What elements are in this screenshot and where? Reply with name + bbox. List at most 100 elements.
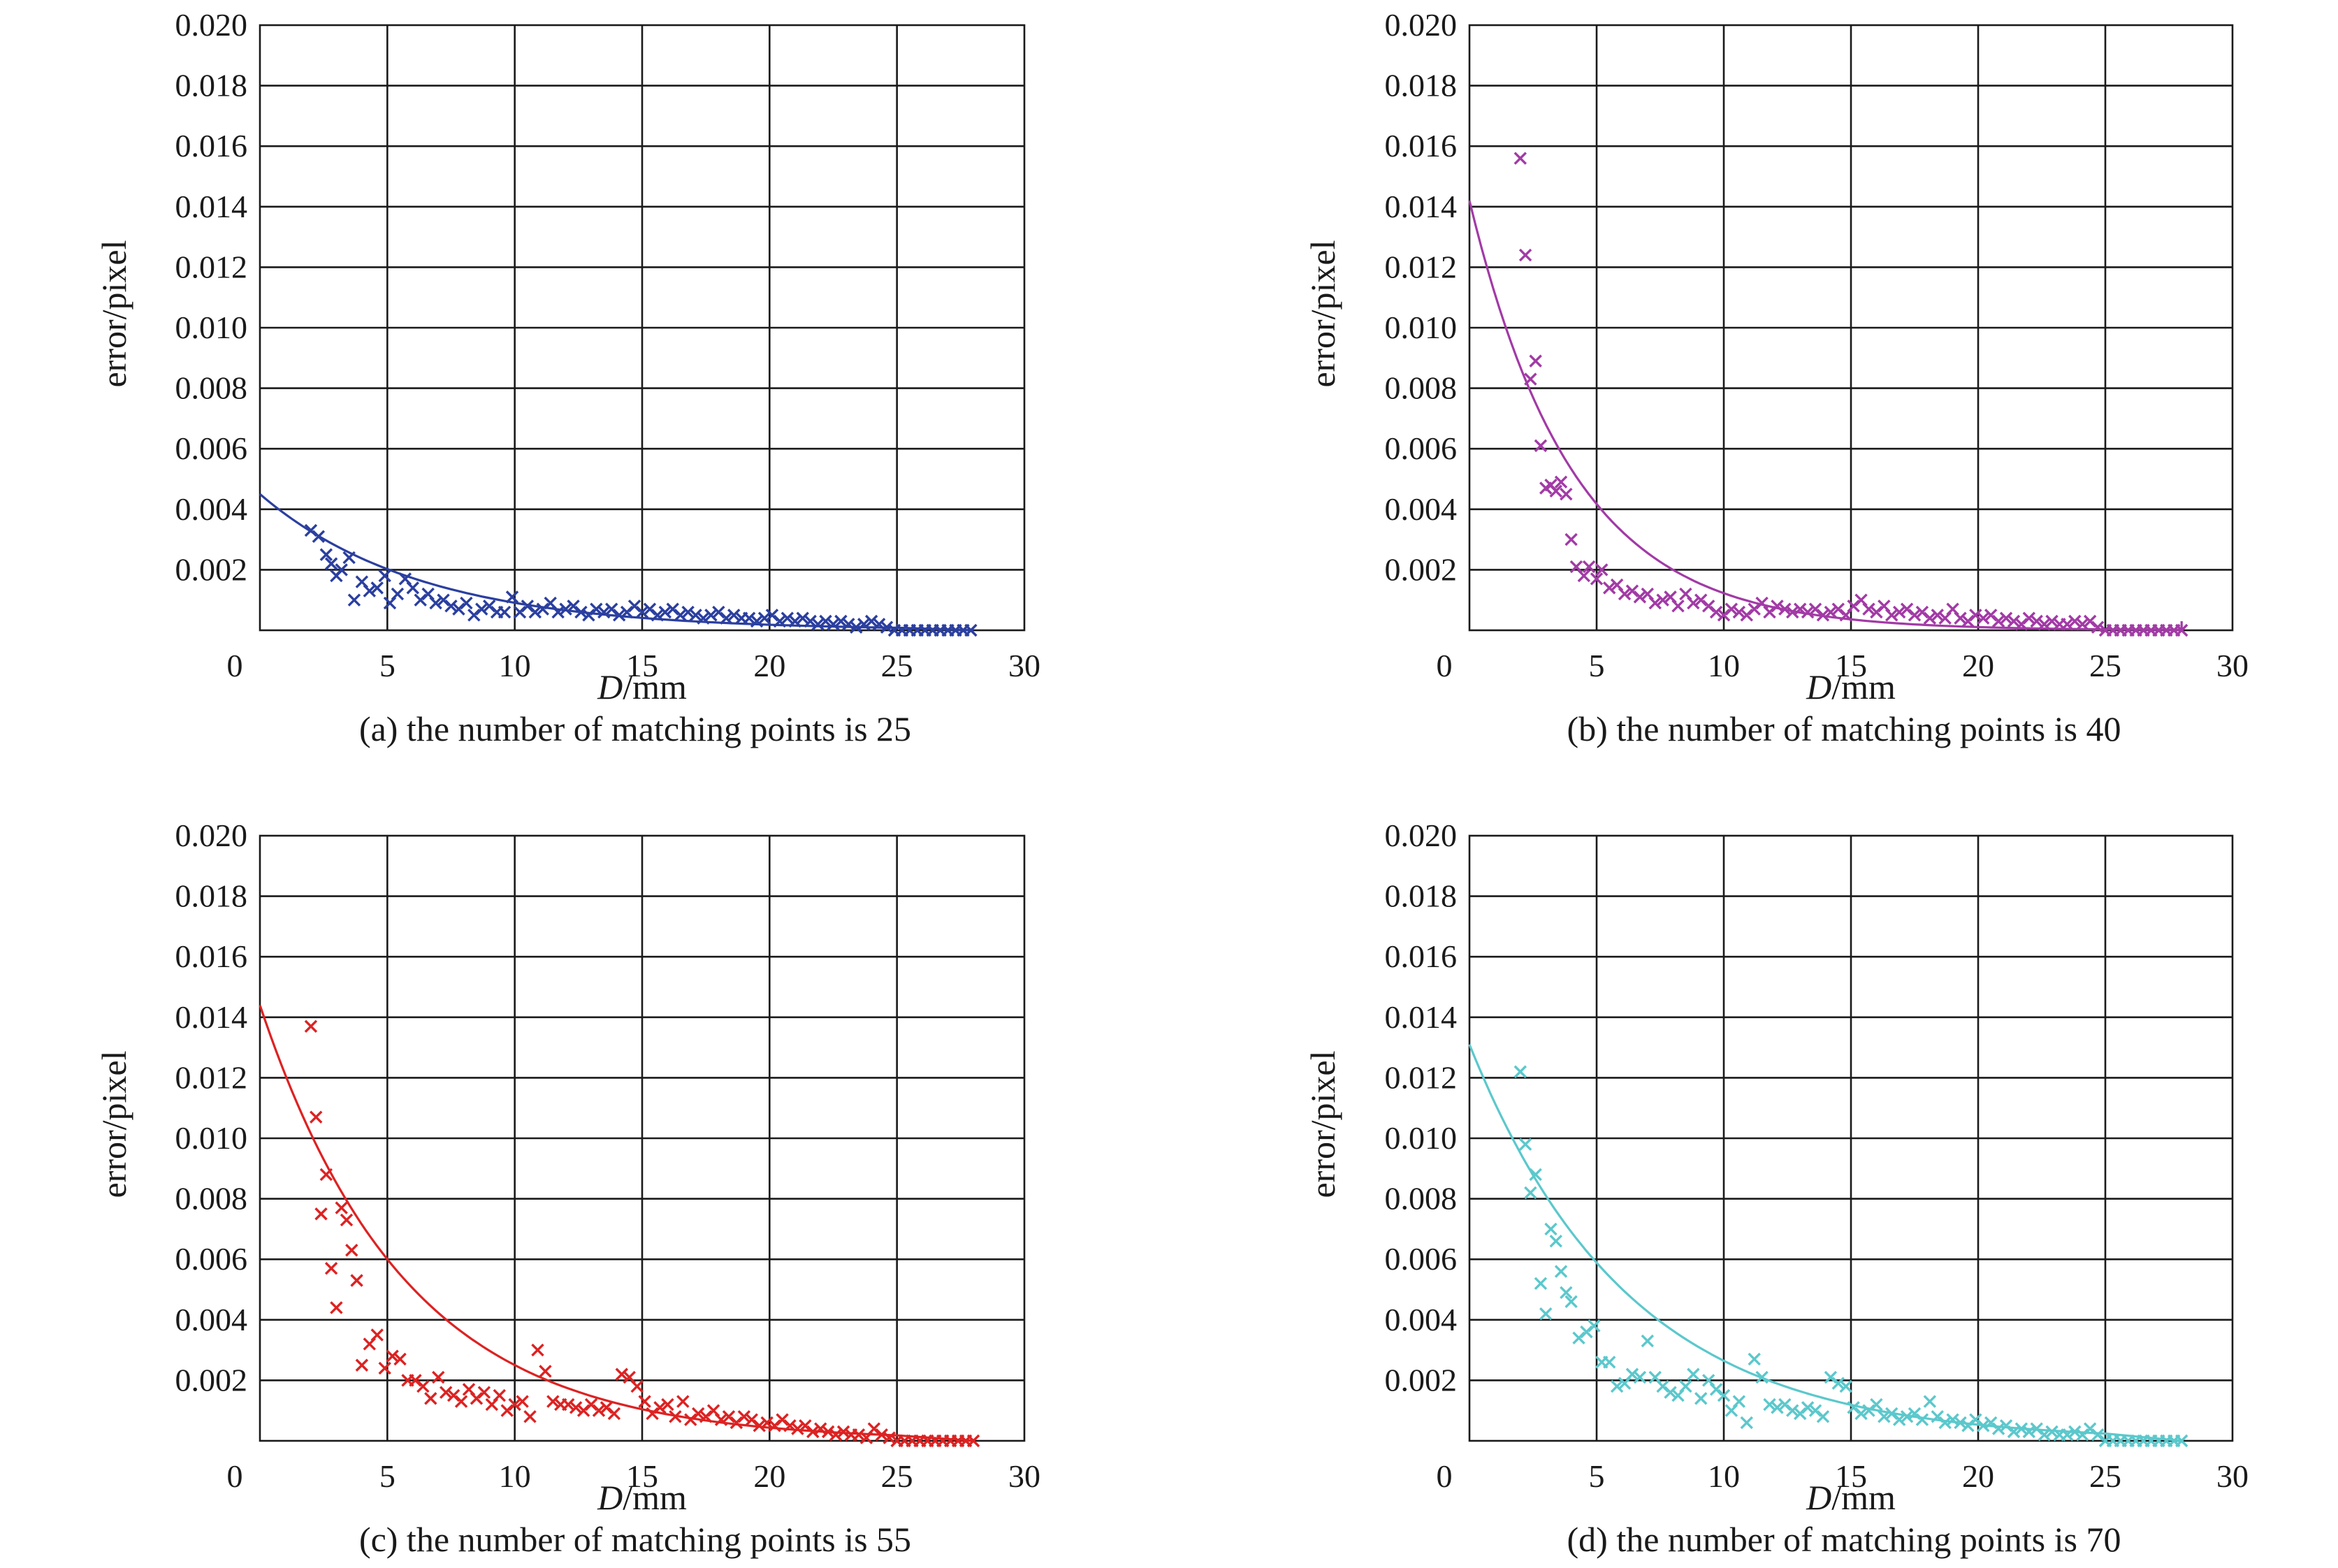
data-point <box>342 551 356 565</box>
data-point <box>1602 581 1616 595</box>
x-axis-label: D/mm <box>597 1478 687 1517</box>
x-axis-label-unit: /mm <box>1831 1478 1896 1517</box>
data-point <box>335 563 348 576</box>
x-tick-label: 20 <box>753 648 785 683</box>
data-point <box>1687 596 1700 610</box>
x-tick-label: 10 <box>1708 648 1740 683</box>
x-axis-label-variable: D <box>597 667 623 706</box>
data-point <box>1862 602 1875 616</box>
data-point <box>1931 609 1944 622</box>
data-point <box>773 614 787 628</box>
data-point <box>1560 487 1573 501</box>
data-point <box>559 602 572 616</box>
chart-caption: (b) the number of matching points is 40 <box>1567 709 2121 748</box>
data-point <box>460 596 473 610</box>
data-point <box>370 1328 384 1342</box>
y-tick-label: 0.018 <box>175 878 248 914</box>
y-tick-label: 0.008 <box>175 370 248 406</box>
data-point <box>1588 1319 1601 1333</box>
data-point <box>1923 1395 1937 1408</box>
data-point <box>1938 1416 1952 1430</box>
data-point <box>827 618 840 631</box>
data-point <box>1529 1168 1542 1182</box>
data-point <box>1740 1416 1753 1430</box>
data-point <box>386 1349 399 1363</box>
data-point <box>836 1425 850 1439</box>
data-point <box>1900 1410 1914 1423</box>
x-tick-label: 25 <box>2089 1458 2121 1494</box>
data-point <box>1513 1065 1527 1078</box>
y-tick-label: 0.012 <box>1385 249 1458 284</box>
x-axis-label: D/mm <box>1806 1478 1896 1517</box>
x-tick-label: 0 <box>227 1458 243 1494</box>
data-point <box>814 1422 827 1435</box>
data-point <box>477 1386 491 1399</box>
data-point <box>1878 1410 1891 1423</box>
data-point <box>2007 614 2021 628</box>
data-point <box>1801 605 1815 619</box>
data-point <box>416 1379 430 1393</box>
x-axis-label-variable: D <box>597 1478 623 1517</box>
data-point <box>783 1419 797 1432</box>
data-point <box>1824 605 1838 619</box>
y-tick-label: 0.020 <box>1385 7 1458 43</box>
data-point <box>574 605 588 619</box>
data-point <box>2030 614 2043 628</box>
y-tick-label: 0.016 <box>175 938 248 974</box>
data-point <box>454 1395 468 1408</box>
data-point <box>350 1274 363 1287</box>
data-point <box>872 618 886 631</box>
data-point <box>370 581 384 595</box>
data-point <box>857 618 871 631</box>
x-tick-label: 30 <box>2216 1458 2249 1494</box>
data-point <box>1991 1422 2005 1435</box>
data-point <box>1590 572 1604 586</box>
data-point <box>822 1425 835 1439</box>
x-tick-label: 10 <box>499 1458 531 1494</box>
y-tick-label: 0.010 <box>1385 1120 1458 1156</box>
data-point <box>819 614 832 628</box>
data-point <box>1954 1416 1967 1430</box>
data-point <box>681 605 695 619</box>
data-point <box>2045 1425 2059 1439</box>
data-point <box>319 1168 333 1182</box>
y-tick-label: 0.010 <box>1385 310 1458 345</box>
data-point <box>864 614 878 628</box>
data-point <box>692 1407 705 1421</box>
y-tick-label: 0.002 <box>1385 551 1458 587</box>
data-point <box>1977 1419 1990 1432</box>
data-point <box>505 590 519 604</box>
plot-frame <box>1468 834 2234 1442</box>
data-point <box>727 609 741 622</box>
data-point <box>523 1410 537 1423</box>
data-point <box>1915 1413 1929 1426</box>
data-point <box>310 1110 323 1124</box>
data-point <box>704 609 718 622</box>
y-tick-label: 0.014 <box>175 189 248 224</box>
data-point <box>324 1261 338 1275</box>
data-point <box>658 605 672 619</box>
data-point <box>2014 1422 2028 1435</box>
y-tick-label: 0.010 <box>175 1120 248 1156</box>
y-tick-label: 0.012 <box>175 1059 248 1095</box>
data-point <box>1602 1356 1616 1369</box>
data-point <box>1618 587 1632 601</box>
data-point <box>653 1401 667 1414</box>
y-tick-label: 0.008 <box>1385 1181 1458 1217</box>
data-point <box>1831 1377 1845 1390</box>
chart-caption: (c) the number of matching points is 55 <box>359 1520 911 1559</box>
data-point <box>811 618 825 631</box>
data-point <box>1763 1398 1776 1411</box>
data-point <box>324 557 338 570</box>
data-point <box>1725 602 1738 616</box>
data-point <box>340 1213 354 1227</box>
data-point <box>651 609 665 622</box>
x-tick-label: 25 <box>881 648 913 683</box>
data-point <box>1839 1379 1852 1393</box>
y-tick-label: 0.006 <box>1385 430 1458 466</box>
data-point <box>1694 1392 1708 1405</box>
data-point <box>737 1410 751 1423</box>
data-point <box>607 1407 621 1421</box>
data-point <box>378 1361 391 1375</box>
chart-panel-d: 0.002 0.004 0.006 0.008 0.010 0.012 0.014 0.016… <box>1303 818 2249 1559</box>
